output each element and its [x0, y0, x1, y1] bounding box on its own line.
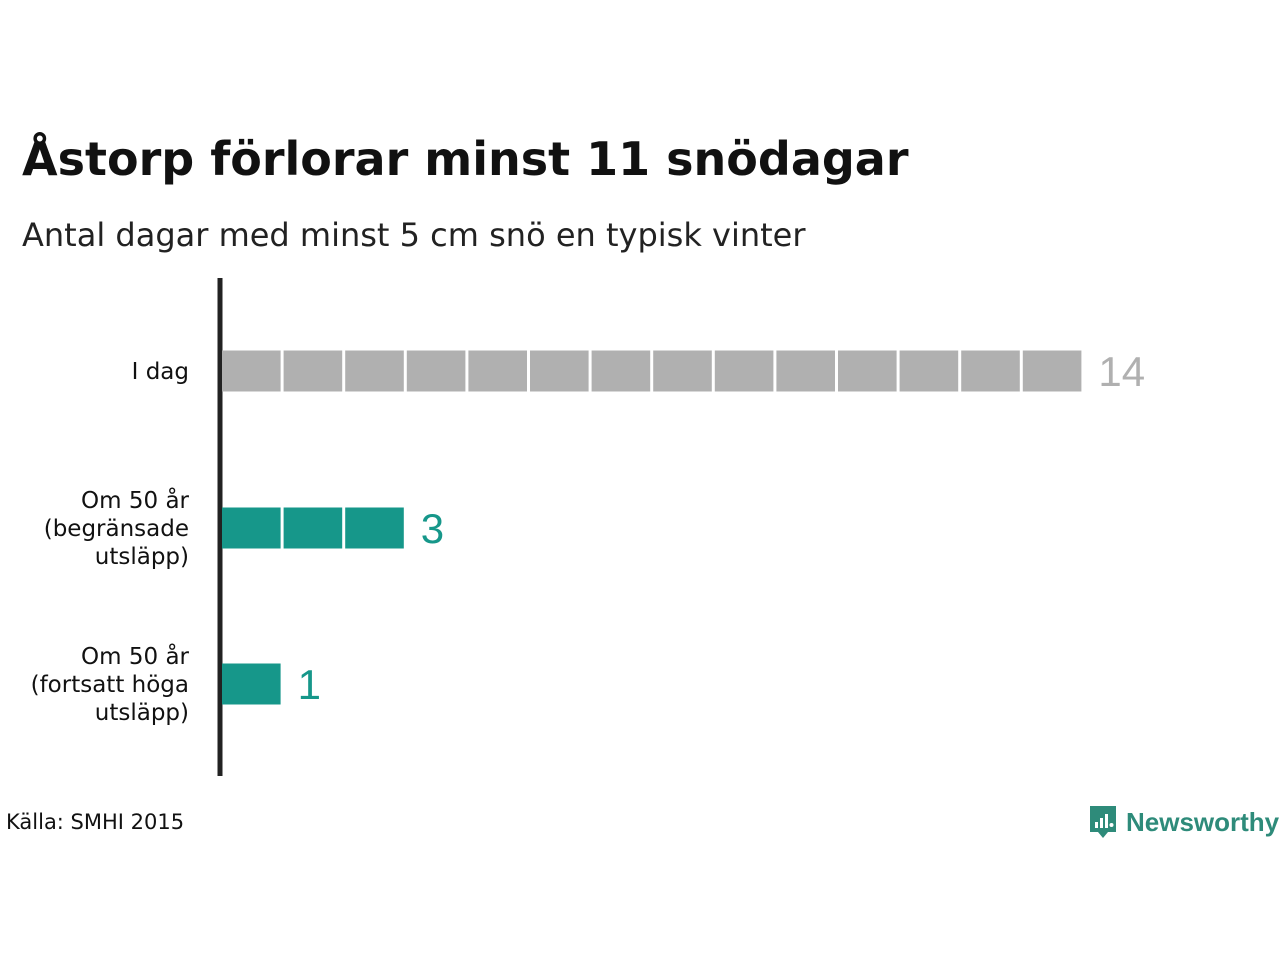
bar-unit: [222, 507, 281, 549]
bar-unit: [961, 350, 1020, 392]
bar-unit: [653, 350, 712, 392]
bar-unit: [406, 350, 466, 392]
bar-unit: [283, 507, 343, 549]
category-label: I dag: [132, 359, 189, 385]
bar-unit: [838, 350, 897, 392]
bar-unit: [468, 350, 527, 392]
bar-unit: [530, 350, 589, 392]
bar-unit: [222, 350, 281, 392]
category-label: Om 50 år (fortsatt höga utsläpp): [31, 642, 190, 726]
bar: [222, 350, 1082, 392]
bar-unit: [345, 350, 404, 392]
bar-unit: [283, 350, 343, 392]
bar-unit: [345, 507, 404, 549]
bar: [222, 507, 404, 549]
bar-chart: 14 I dag 3 Om 50 år (begränsade utsläpp) 1 Om 5…: [31, 278, 1145, 776]
data-label: 3: [421, 505, 444, 552]
bar-unit: [776, 350, 835, 392]
bar-unit: [1022, 350, 1082, 392]
source-note: Källa: SMHI 2015: [6, 810, 185, 834]
brand-logo: Newsworthy: [1088, 802, 1279, 842]
bar: [222, 663, 281, 705]
chart-subtitle: Antal dagar med minst 5 cm snö en typisk…: [22, 216, 806, 254]
category-label: Om 50 år (begränsade utsläpp): [44, 486, 190, 570]
brand-name: Newsworthy: [1126, 806, 1280, 837]
chart-title: Åstorp förlorar minst 11 snödagar: [22, 132, 909, 186]
data-label: 1: [298, 661, 321, 708]
data-label: 14: [1098, 348, 1145, 395]
bar-unit: [222, 663, 281, 705]
bar-unit: [714, 350, 774, 392]
bar-unit: [899, 350, 959, 392]
bar-unit: [591, 350, 651, 392]
newsworthy-logo-icon: [1090, 806, 1116, 838]
